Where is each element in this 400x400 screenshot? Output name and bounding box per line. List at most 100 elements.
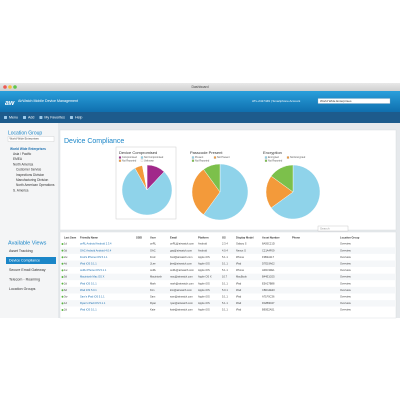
status-dot	[61, 269, 64, 272]
column-header[interactable]: Platform	[198, 236, 209, 240]
tree-item[interactable]: EMEA	[13, 157, 23, 161]
legend-swatch	[264, 159, 268, 162]
tree-item[interactable]: North America	[13, 162, 33, 166]
table-cell: ceRL	[150, 242, 157, 246]
column-header[interactable]: OS	[222, 236, 226, 240]
zoom-button[interactable]	[13, 85, 17, 89]
minimize-button[interactable]	[8, 85, 12, 89]
table-row[interactable]	[61, 267, 395, 274]
table-cell: sam@airwatch.com	[170, 294, 193, 298]
pie-slice[interactable]	[270, 164, 321, 220]
table-cell: 5.1.1	[222, 268, 228, 272]
column-header[interactable]: Last Seen	[64, 236, 77, 240]
close-button[interactable]	[3, 85, 7, 89]
column-header[interactable]: User	[150, 236, 156, 240]
status-dot	[61, 295, 64, 298]
tree-item[interactable]: North American Operations	[16, 183, 55, 187]
nav-item[interactable]: My Favorites	[44, 116, 65, 120]
nav-item[interactable]: Help	[75, 116, 82, 120]
table-cell: mark@airwatch.com	[170, 281, 194, 285]
pie-slice[interactable]	[191, 169, 221, 215]
location-field[interactable]	[7, 136, 55, 142]
table-cell: Fred	[150, 255, 156, 259]
view-item[interactable]: Location Groups	[9, 287, 36, 291]
table-cell: Apple iOS	[198, 268, 210, 272]
table-cell: Apple iOS	[198, 301, 210, 305]
table-row[interactable]	[61, 280, 395, 287]
nav-item[interactable]: Add	[28, 116, 34, 120]
tree-item[interactable]: Inspections Division	[16, 173, 44, 177]
status-dot	[61, 289, 64, 292]
tree-item[interactable]: World Wide Enterprises	[10, 147, 46, 151]
nav-icon[interactable]	[4, 116, 7, 119]
tree-item[interactable]: S. America	[13, 188, 29, 192]
table-row[interactable]	[61, 286, 395, 294]
table-row[interactable]	[61, 260, 395, 268]
page-title: Device Compliance	[64, 138, 124, 145]
table-cell: iPad	[236, 261, 242, 265]
chart-title: Encryption	[263, 150, 282, 155]
sidebar	[0, 123, 58, 318]
table-cell: Overview	[340, 288, 351, 292]
table-cell: 3w	[64, 294, 67, 298]
table-cell: Fred's iPhone iOS 5.1.1	[80, 255, 108, 259]
table-row[interactable]	[61, 306, 395, 314]
table-row[interactable]	[61, 240, 395, 248]
nav-icon[interactable]	[39, 116, 43, 119]
table-row[interactable]	[61, 300, 395, 307]
column-header[interactable]: Phone	[292, 236, 300, 240]
column-header[interactable]: Location Group	[340, 236, 360, 240]
pie-slice[interactable]	[203, 163, 221, 193]
table-cell: A71F0C36	[262, 294, 275, 298]
nav-item[interactable]: Menu	[9, 116, 18, 120]
table-cell: 2.3.4	[222, 242, 228, 246]
table-cell: iPad iOS 5.1.1	[80, 261, 97, 265]
status-dot	[61, 309, 64, 311]
status-dot	[61, 282, 64, 285]
table-cell: D7E19A02	[262, 261, 275, 265]
table-cell: E5A27B88	[262, 281, 275, 285]
table-cell: GAC Android Android 4.0.4	[80, 248, 112, 252]
table-cell: ceRL	[150, 268, 157, 272]
nav-icon[interactable]	[23, 116, 26, 119]
status-dot	[61, 276, 64, 278]
location-select[interactable]	[317, 98, 391, 104]
table-row[interactable]	[61, 247, 395, 254]
table-cell: B44E1C05	[262, 275, 275, 279]
tree-item[interactable]: Asia / Pacific	[13, 152, 32, 156]
column-header[interactable]: Email	[170, 236, 177, 240]
column-header[interactable]: SSID	[136, 236, 142, 240]
table-cell: ceRL@airwatch.com	[170, 242, 194, 246]
table-row[interactable]	[61, 273, 395, 281]
table-cell: Ryan's iPad iOS 5.1.1	[80, 301, 106, 305]
view-item[interactable]: Secure Email Gateway	[9, 268, 46, 272]
column-header[interactable]: Friendly Name	[80, 236, 98, 240]
pie-slice[interactable]	[203, 163, 249, 221]
legend-label: Not Reported	[195, 159, 210, 162]
tree-item[interactable]: Manufacturing Division	[16, 178, 48, 182]
nav-icon[interactable]	[69, 116, 73, 119]
search-box[interactable]	[317, 225, 349, 232]
view-item[interactable]: Asset Tracking	[9, 249, 33, 253]
legend-swatch	[213, 156, 217, 159]
table-cell: jlee@airwatch.com	[169, 261, 192, 265]
view-item[interactable]: Telecom - Roaming	[9, 277, 40, 281]
tree-item[interactable]: Customer Service	[16, 168, 42, 172]
table-row[interactable]	[61, 293, 395, 301]
table-row[interactable]	[61, 253, 395, 261]
table-cell: 2d	[64, 281, 67, 285]
table-cell: 8A05C21D	[262, 242, 275, 246]
status-dot	[61, 243, 64, 245]
pie-slice[interactable]	[142, 164, 148, 191]
table-cell: Overview	[340, 294, 351, 298]
table-cell: B90E2A51	[262, 308, 275, 312]
column-header[interactable]: Asset Number	[262, 236, 280, 240]
table-cell: 2d	[64, 308, 67, 312]
column-header[interactable]: Display Model	[236, 236, 254, 240]
pie-slice[interactable]	[270, 164, 294, 193]
view-item[interactable]: Device Compliance	[9, 258, 40, 262]
brand: AirWatch Mobile Device Management	[18, 99, 78, 103]
pie-slice[interactable]	[121, 167, 173, 216]
table-cell: ceRL Android Android 2.3.4	[80, 242, 112, 246]
